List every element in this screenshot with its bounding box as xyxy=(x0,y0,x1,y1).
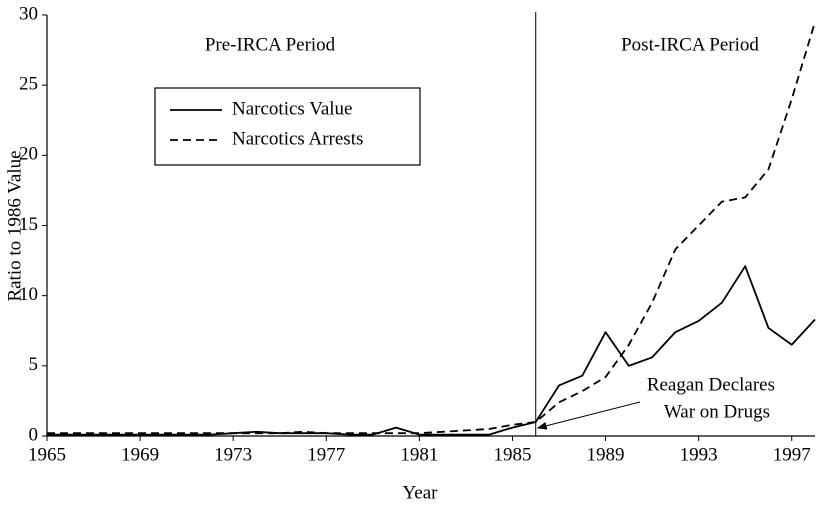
y-tick-label: 10 xyxy=(19,284,38,305)
legend-label: Narcotics Value xyxy=(232,98,352,119)
annotation: Pre-IRCA Period xyxy=(205,34,336,55)
x-tick-label: 1997 xyxy=(773,444,811,465)
y-tick-label: 25 xyxy=(19,74,38,95)
y-tick-label: 30 xyxy=(19,3,38,24)
annotation: Reagan Declares xyxy=(647,374,775,395)
x-tick-label: 1973 xyxy=(214,444,252,465)
y-tick-label: 0 xyxy=(29,424,39,445)
x-tick-label: 1965 xyxy=(28,444,66,465)
x-tick-label: 1985 xyxy=(493,444,531,465)
y-tick-label: 15 xyxy=(19,214,38,235)
y-tick-label: 5 xyxy=(29,354,39,375)
y-axis-label: Ratio to 1986 Value xyxy=(4,150,25,301)
x-axis-label: Year xyxy=(402,482,438,503)
x-tick-label: 1989 xyxy=(587,444,625,465)
annotation-arrow xyxy=(536,401,641,430)
series-line xyxy=(47,21,816,435)
legend-box xyxy=(154,87,421,166)
annotation: War on Drugs xyxy=(664,401,770,422)
series-line xyxy=(47,265,816,436)
x-tick-label: 1993 xyxy=(680,444,718,465)
x-tick-label: 1981 xyxy=(400,444,438,465)
x-tick-label: 1977 xyxy=(307,444,345,465)
y-tick-label: 20 xyxy=(19,144,38,165)
annotation: Post-IRCA Period xyxy=(621,34,759,55)
x-tick-label: 1969 xyxy=(121,444,159,465)
legend-label: Narcotics Arrests xyxy=(232,128,363,149)
